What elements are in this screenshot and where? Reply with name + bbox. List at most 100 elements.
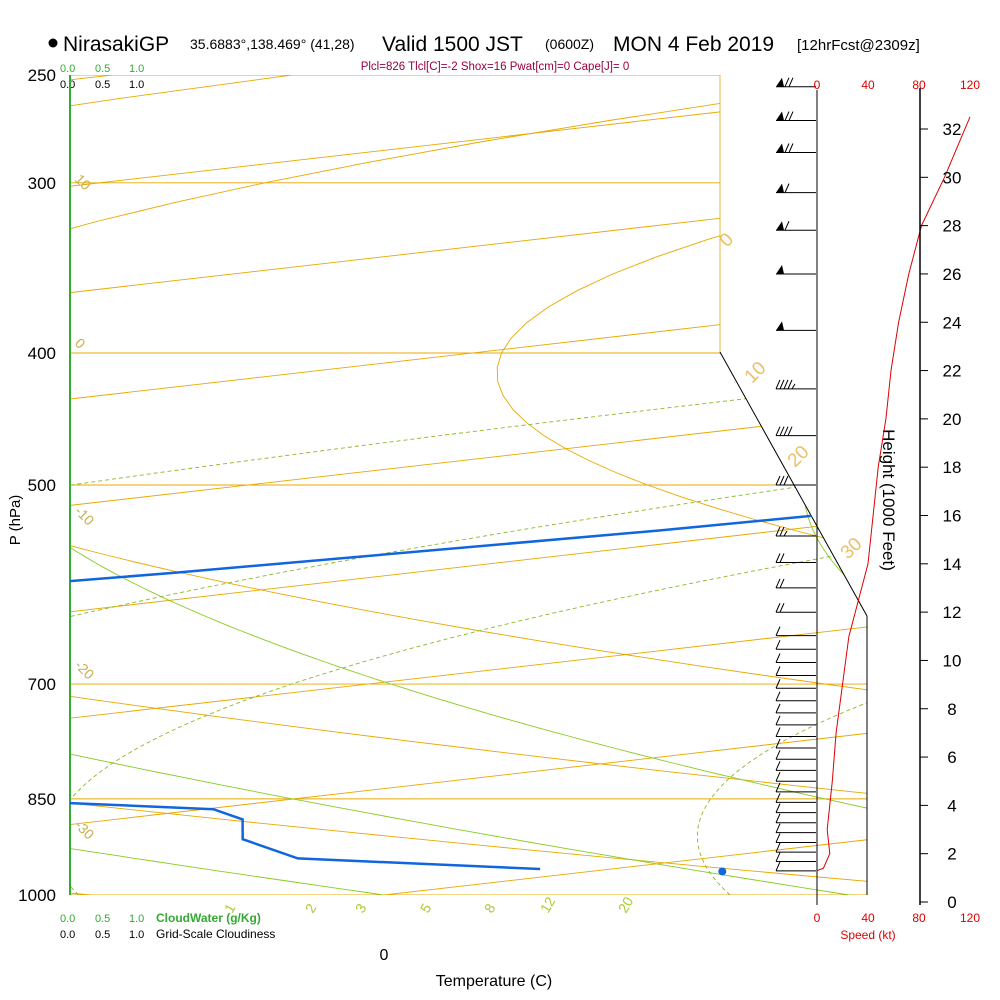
- station-name: NirasakiGP: [63, 33, 169, 56]
- mixing-ratio-line: [70, 352, 867, 895]
- wind-barb-flag: [775, 738, 781, 749]
- pressure-tick-label: 700: [28, 675, 56, 694]
- speed-tick-bottom: 120: [960, 911, 980, 925]
- grid-layer: [70, 75, 867, 895]
- cloudwater-tick-bottom-0: 0.0: [60, 913, 75, 925]
- wind-barb-flag: [784, 111, 790, 121]
- theta-label: 10: [741, 358, 771, 388]
- wind-barb-flag: [783, 379, 789, 390]
- wind-barb: [776, 77, 816, 88]
- cloudwater-tick-top-1: 0.5: [95, 63, 110, 75]
- height-axis-title: Height (1000 Feet): [879, 429, 898, 571]
- height-tick-label: 16: [943, 507, 962, 526]
- wind-barb-flag: [775, 813, 781, 823]
- dry-adiabat-line: [70, 75, 867, 895]
- wind-barb-flag: [775, 715, 781, 726]
- cloudwater-tick-bottom-1: 0.5: [95, 913, 110, 925]
- moist-adiabat-line: [803, 352, 867, 895]
- height-tick-label: 8: [947, 700, 956, 719]
- wind-barb-flag: [779, 578, 785, 589]
- cloudiness-tick-bottom-0: 0.0: [60, 929, 75, 941]
- profiles-layer: [70, 85, 867, 876]
- wind-barb: [775, 679, 816, 689]
- wind-barb-flag: [775, 803, 781, 813]
- wind-barb-flag: [775, 666, 781, 676]
- height-tick-label: 4: [947, 796, 956, 815]
- wind-barb-pennant: [776, 183, 784, 193]
- cloudwater-label: CloudWater (g/Kg): [156, 911, 261, 925]
- wind-barb-flag: [775, 578, 781, 589]
- speed-tick-top: 40: [861, 78, 875, 92]
- cloudiness-tick-top-2: 1.0: [129, 79, 144, 91]
- wind-barb: [775, 861, 816, 872]
- frame-diagonal: [719, 351, 868, 617]
- wind-barb-half: [783, 530, 788, 537]
- forecast-info: [12hrFcst@2309z]: [797, 37, 920, 54]
- wind-barb: [775, 526, 816, 537]
- height-tick-label: 22: [943, 362, 962, 381]
- wind-barb: [775, 379, 816, 390]
- wind-barb: [775, 691, 816, 702]
- cloudwater-tick-bottom-2: 1.0: [129, 913, 144, 925]
- wind-barb-flag: [775, 691, 781, 701]
- speed-tick-bottom: 0: [814, 911, 821, 925]
- y-axis-title: P (hPa): [7, 495, 24, 546]
- wind-barb: [775, 833, 816, 843]
- wind-barb-flag: [787, 379, 793, 390]
- wind-barb: [776, 143, 816, 154]
- wind-barb: [775, 813, 816, 824]
- wind-barb-flag: [788, 77, 794, 87]
- pressure-tick-label: 1000: [18, 886, 56, 905]
- adiabat-label: 10: [72, 171, 94, 193]
- wind-barb: [775, 553, 816, 564]
- wind-speed-profile-line: [816, 116, 971, 872]
- speed-tick-top: 0: [814, 78, 821, 92]
- speed-tick-top: 120: [960, 78, 980, 92]
- valid-zulu: (0600Z): [545, 36, 594, 52]
- height-tick-label: 28: [943, 217, 962, 236]
- wind-barb-flag: [775, 750, 781, 760]
- wind-barb: [775, 727, 816, 738]
- height-tick-label: 18: [943, 458, 962, 477]
- wind-barb-flag: [775, 727, 781, 737]
- mixing-ratio-label: 12: [537, 894, 559, 916]
- wind-barb: [775, 475, 816, 486]
- wind-barb-flag: [775, 842, 781, 853]
- station-marker-icon: [48, 38, 58, 48]
- moist-adiabat-line: [70, 352, 867, 895]
- wind-barb: [775, 793, 816, 803]
- adiabat-label: 0: [72, 335, 89, 352]
- temperature-tick-label: 0: [380, 947, 389, 964]
- wind-barb-flag: [775, 640, 781, 650]
- wind-barb-flag: [775, 793, 781, 803]
- valid-time: Valid 1500 JST: [382, 33, 523, 56]
- wind-barb: [775, 782, 816, 793]
- stability-indices: Plcl=826 Tlcl[C]=-2 Shox=16 Pwat[cm]=0 C…: [361, 61, 630, 73]
- wind-barb-flag: [788, 111, 794, 121]
- wind-barb-flag: [784, 220, 790, 231]
- wind-barb-flag: [775, 772, 781, 782]
- height-tick-label: 14: [943, 555, 962, 574]
- wind-barb-flag: [779, 603, 785, 613]
- cloudiness-tick-top-1: 0.5: [95, 79, 110, 91]
- height-tick-label: 30: [943, 168, 962, 187]
- height-tick-label: 32: [943, 120, 962, 139]
- frame-layer: [69, 75, 868, 895]
- adiabat-label: -10: [72, 503, 98, 529]
- wind-barb: [775, 603, 816, 613]
- x-axis-title: Temperature (C): [436, 973, 552, 990]
- wind-barb: [776, 111, 816, 122]
- adiabat-label: -30: [72, 817, 98, 843]
- valid-date: MON 4 Feb 2019: [613, 33, 774, 56]
- wind-barb: [775, 653, 816, 664]
- pressure-tick-label: 850: [28, 790, 56, 809]
- wind-barb: [775, 426, 816, 437]
- wind-barb: [775, 666, 816, 677]
- wind-barb: [776, 265, 816, 275]
- wind-barb-pennant: [776, 265, 784, 275]
- wind-barb-flag: [775, 761, 781, 771]
- mixing-ratio-label: 20: [615, 894, 637, 916]
- wind-barb-pennant: [776, 143, 784, 153]
- wind-barb-flag: [775, 626, 781, 636]
